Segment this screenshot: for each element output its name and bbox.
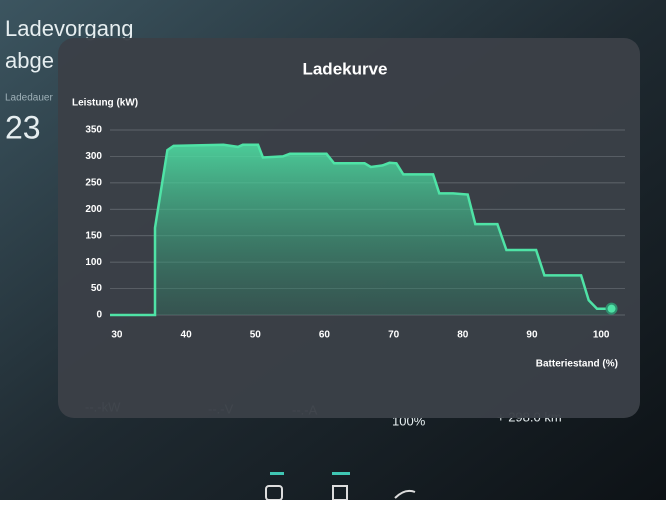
nav-icon[interactable] [394,489,416,499]
y-tick-label: 350 [85,125,102,136]
y-axis-label: Leistung (kW) [72,98,138,109]
x-tick-label: 50 [250,330,262,341]
x-tick-label: 90 [526,330,538,341]
duration-value: 23 [5,109,41,145]
nav-indicator [270,472,284,475]
line [110,143,612,317]
y-tick-label: 150 [85,230,102,241]
y-tick-label: 250 [85,177,102,188]
status-line: Ladevorgang [5,16,133,41]
y-tick-label: 300 [85,151,102,162]
x-tick-label: 70 [388,330,400,341]
y-tick-label: 200 [85,204,102,215]
x-tick-label: 40 [181,330,193,341]
x-tick-label: 30 [111,330,123,341]
y-tick-label: 50 [91,283,103,294]
x-tick-label: 60 [319,330,331,341]
x-tick-label: 80 [457,330,469,341]
status-line: abge [5,48,54,73]
y-tick-label: 100 [85,257,102,268]
duration-label: Ladedauer [5,93,53,104]
nav-indicator [332,472,350,475]
end-marker [605,302,618,315]
x-axis-label: Batteriestand (%) [536,359,618,370]
y-tick-label: 0 [96,310,102,321]
area [110,144,612,315]
chart-title: Ladekurve [302,59,387,78]
x-tick-label: 100 [593,330,610,341]
